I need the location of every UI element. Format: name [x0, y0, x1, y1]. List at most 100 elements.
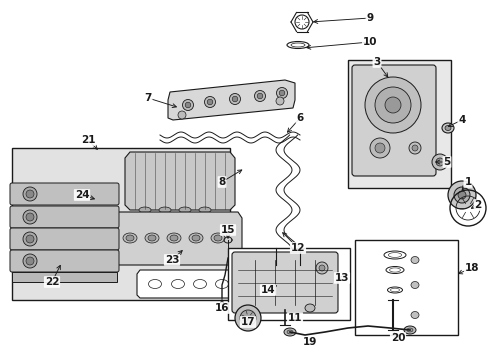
Text: 15: 15 — [220, 225, 235, 235]
Ellipse shape — [286, 330, 292, 334]
Circle shape — [204, 96, 215, 108]
Ellipse shape — [126, 235, 134, 241]
Circle shape — [411, 145, 417, 151]
Text: 10: 10 — [362, 37, 376, 47]
Circle shape — [435, 158, 443, 166]
Ellipse shape — [199, 207, 210, 213]
Circle shape — [229, 94, 240, 104]
Circle shape — [279, 90, 284, 96]
Circle shape — [23, 210, 37, 224]
Circle shape — [26, 257, 34, 265]
Text: 8: 8 — [218, 177, 225, 187]
Text: 20: 20 — [390, 333, 405, 343]
Ellipse shape — [145, 233, 159, 243]
Circle shape — [384, 97, 400, 113]
Ellipse shape — [192, 235, 200, 241]
Text: 17: 17 — [240, 317, 255, 327]
FancyBboxPatch shape — [10, 228, 119, 250]
Polygon shape — [168, 80, 294, 120]
Ellipse shape — [403, 326, 415, 334]
Circle shape — [240, 310, 256, 326]
FancyBboxPatch shape — [10, 183, 119, 205]
Circle shape — [374, 143, 384, 153]
Circle shape — [23, 232, 37, 246]
Ellipse shape — [410, 256, 418, 264]
Text: 5: 5 — [443, 157, 450, 167]
Circle shape — [447, 181, 475, 209]
Text: 7: 7 — [144, 93, 151, 103]
FancyBboxPatch shape — [10, 206, 119, 228]
Circle shape — [232, 96, 237, 102]
Bar — [354, 240, 457, 335]
Ellipse shape — [215, 279, 228, 288]
Circle shape — [374, 87, 410, 123]
FancyBboxPatch shape — [351, 65, 435, 176]
Circle shape — [235, 305, 261, 331]
Ellipse shape — [148, 279, 161, 288]
Ellipse shape — [170, 235, 178, 241]
Bar — [12, 148, 229, 300]
Text: 13: 13 — [334, 273, 348, 283]
Text: 14: 14 — [260, 285, 275, 295]
Circle shape — [453, 187, 469, 203]
Text: 6: 6 — [296, 113, 303, 123]
FancyBboxPatch shape — [231, 252, 337, 313]
Ellipse shape — [189, 233, 203, 243]
Circle shape — [23, 254, 37, 268]
Circle shape — [185, 102, 190, 108]
Text: 9: 9 — [366, 13, 373, 23]
Text: 22: 22 — [45, 277, 59, 287]
Text: 2: 2 — [473, 200, 481, 210]
Ellipse shape — [123, 233, 137, 243]
Ellipse shape — [410, 282, 418, 288]
Ellipse shape — [179, 207, 191, 213]
Text: 24: 24 — [75, 190, 89, 200]
Text: 23: 23 — [164, 255, 179, 265]
Circle shape — [315, 262, 327, 274]
Circle shape — [257, 93, 262, 99]
Circle shape — [364, 77, 420, 133]
Circle shape — [369, 138, 389, 158]
Circle shape — [26, 213, 34, 221]
Circle shape — [23, 187, 37, 201]
Ellipse shape — [159, 207, 171, 213]
Text: 19: 19 — [302, 337, 317, 347]
FancyBboxPatch shape — [10, 250, 119, 272]
Text: 11: 11 — [287, 313, 302, 323]
Circle shape — [207, 99, 212, 105]
Ellipse shape — [171, 279, 184, 288]
Polygon shape — [125, 152, 235, 210]
Text: 4: 4 — [457, 115, 465, 125]
Text: 21: 21 — [81, 135, 95, 145]
Ellipse shape — [406, 328, 412, 332]
Text: 16: 16 — [214, 303, 229, 313]
Polygon shape — [114, 212, 242, 265]
Bar — [12, 272, 117, 282]
Ellipse shape — [444, 126, 450, 130]
Polygon shape — [137, 270, 247, 298]
Ellipse shape — [210, 233, 224, 243]
Circle shape — [457, 191, 465, 199]
Bar — [227, 248, 349, 320]
Circle shape — [276, 87, 287, 99]
Ellipse shape — [441, 123, 453, 133]
Circle shape — [275, 97, 284, 105]
Text: 1: 1 — [464, 177, 470, 187]
Ellipse shape — [410, 311, 418, 319]
Ellipse shape — [193, 279, 206, 288]
Circle shape — [431, 154, 447, 170]
Circle shape — [26, 190, 34, 198]
Circle shape — [254, 90, 265, 102]
Text: 3: 3 — [373, 57, 380, 67]
Ellipse shape — [284, 328, 295, 336]
Circle shape — [408, 142, 420, 154]
Bar — [347, 60, 450, 188]
Text: 12: 12 — [290, 243, 305, 253]
Text: 18: 18 — [464, 263, 478, 273]
Ellipse shape — [305, 304, 314, 312]
Circle shape — [182, 99, 193, 111]
Ellipse shape — [139, 207, 151, 213]
Circle shape — [318, 265, 325, 271]
Circle shape — [26, 235, 34, 243]
Circle shape — [178, 111, 185, 119]
